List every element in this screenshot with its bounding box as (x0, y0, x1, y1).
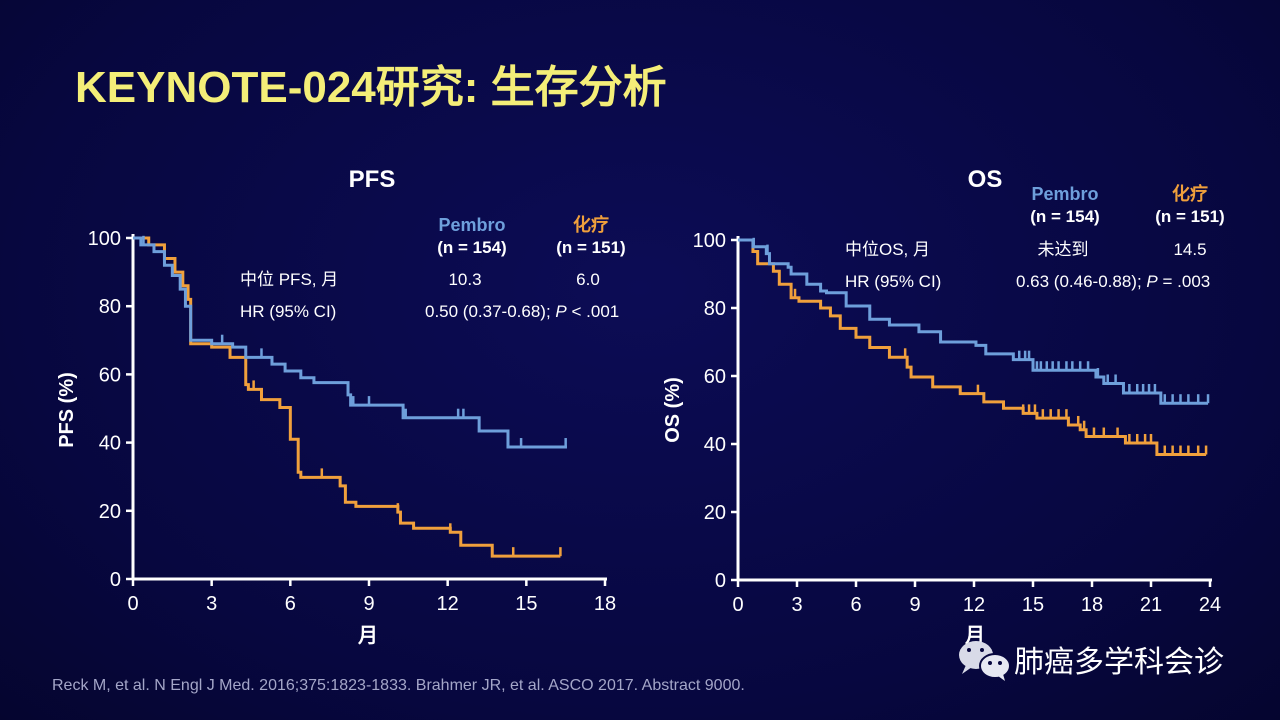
os-x-tick-label: 18 (1081, 594, 1103, 616)
pfs-x-tick-label: 18 (594, 593, 616, 615)
pfs-x-tick-label: 0 (127, 593, 138, 615)
wechat-icon (959, 641, 1011, 681)
pfs-y-tick-label: 40 (99, 433, 121, 455)
pfs-median-chemo: 6.0 (576, 270, 600, 289)
os-p-value: = .003 (1158, 272, 1210, 291)
pfs-x-tick-label: 6 (285, 593, 296, 615)
os-x-tick-label: 0 (732, 594, 743, 616)
os-median-pembro: 未达到 (1038, 240, 1089, 259)
watermark-text: 肺癌多学科会诊 (1014, 646, 1224, 679)
pfs-legend-pembro: Pembro (438, 215, 505, 235)
os-x-tick-label: 15 (1022, 594, 1044, 616)
pfs-legend-chemo: 化疗 (573, 214, 609, 235)
os-x-tick-label: 3 (791, 594, 802, 616)
pfs-x-axis-label: 月 (357, 625, 378, 647)
citation-footer: Reck M, et al. N Engl J Med. 2016;375:18… (52, 677, 745, 694)
pfs-y-tick-label: 60 (99, 364, 121, 386)
os-x-tick-label: 12 (963, 594, 985, 616)
pfs-x-tick-label: 9 (363, 593, 374, 615)
pfs-hr-value: 0.50 (0.37-0.68); P < .001 (425, 302, 619, 321)
os-legend-pembro-n: (n = 154) (1030, 207, 1099, 226)
pfs-y-tick-label: 20 (99, 501, 121, 523)
pfs-x-tick-label: 3 (206, 593, 217, 615)
pfs-hr-label: HR (95% CI) (240, 302, 336, 321)
os-p-symbol: P (1146, 272, 1158, 291)
os-x-tick-label: 24 (1199, 594, 1221, 616)
pfs-curve-chemo (133, 236, 561, 558)
os-hr-label: HR (95% CI) (845, 272, 941, 291)
pfs-y-tick-label: 0 (110, 569, 121, 591)
os-y-tick-label: 20 (704, 502, 726, 524)
os-x-tick-label: 6 (850, 594, 861, 616)
os-curve-chemo (738, 238, 1207, 457)
pfs-legend-pembro-n: (n = 154) (437, 238, 506, 257)
pfs-p-symbol: P (555, 302, 567, 321)
pfs-chart-title: PFS (349, 166, 396, 193)
pfs-legend-chemo-n: (n = 151) (556, 238, 625, 257)
slide-title: KEYNOTE-024研究: 生存分析 (75, 63, 667, 112)
os-y-tick-label: 0 (715, 570, 726, 592)
os-legend-chemo-n: (n = 151) (1155, 207, 1224, 226)
os-x-tick-label: 9 (909, 594, 920, 616)
wechat-watermark: 肺癌多学科会诊 (959, 641, 1224, 681)
os-y-tick-label: 60 (704, 366, 726, 388)
os-plot-area: 0 3 6 9 12 15 18 21 24 0 20 40 60 80 100 (693, 230, 1222, 616)
os-hr-value: 0.63 (0.46-0.88); P = .003 (1016, 272, 1210, 291)
os-median-label: 中位OS, 月 (845, 240, 930, 259)
os-hr: 0.63 (0.46-0.88); (1016, 272, 1146, 291)
pfs-p-value: < .001 (567, 302, 619, 321)
pfs-x-tick-label: 12 (437, 593, 459, 615)
pfs-curve-pembro (133, 236, 567, 449)
os-legend-pembro: Pembro (1031, 184, 1098, 204)
pfs-y-axis-label: PFS (%) (56, 372, 78, 448)
pfs-x-tick-label: 15 (515, 593, 537, 615)
os-y-tick-label: 80 (704, 298, 726, 320)
pfs-y-tick-label: 80 (99, 296, 121, 318)
pfs-median-label: 中位 PFS, 月 (240, 270, 338, 289)
os-median-chemo: 14.5 (1173, 240, 1206, 259)
pfs-median-pembro: 10.3 (448, 270, 481, 289)
os-chart-title: OS (968, 166, 1003, 193)
os-x-tick-label: 21 (1140, 594, 1162, 616)
pfs-plot-area: 0 3 6 9 12 15 18 0 20 40 60 80 100 (88, 228, 617, 615)
os-y-tick-label: 40 (704, 434, 726, 456)
os-curve-pembro (738, 238, 1209, 405)
os-y-tick-label: 100 (693, 230, 726, 252)
pfs-hr: 0.50 (0.37-0.68); (425, 302, 555, 321)
os-y-axis-label: OS (%) (662, 377, 684, 443)
os-chart: OS Pembro (n = 154) 化疗 (n = 151) 中位OS, 月… (662, 166, 1225, 647)
pfs-y-tick-label: 100 (88, 228, 121, 250)
os-legend-chemo: 化疗 (1172, 183, 1208, 204)
pfs-chart: PFS Pembro (n = 154) 化疗 (n = 151) 中位 PFS… (56, 166, 626, 647)
